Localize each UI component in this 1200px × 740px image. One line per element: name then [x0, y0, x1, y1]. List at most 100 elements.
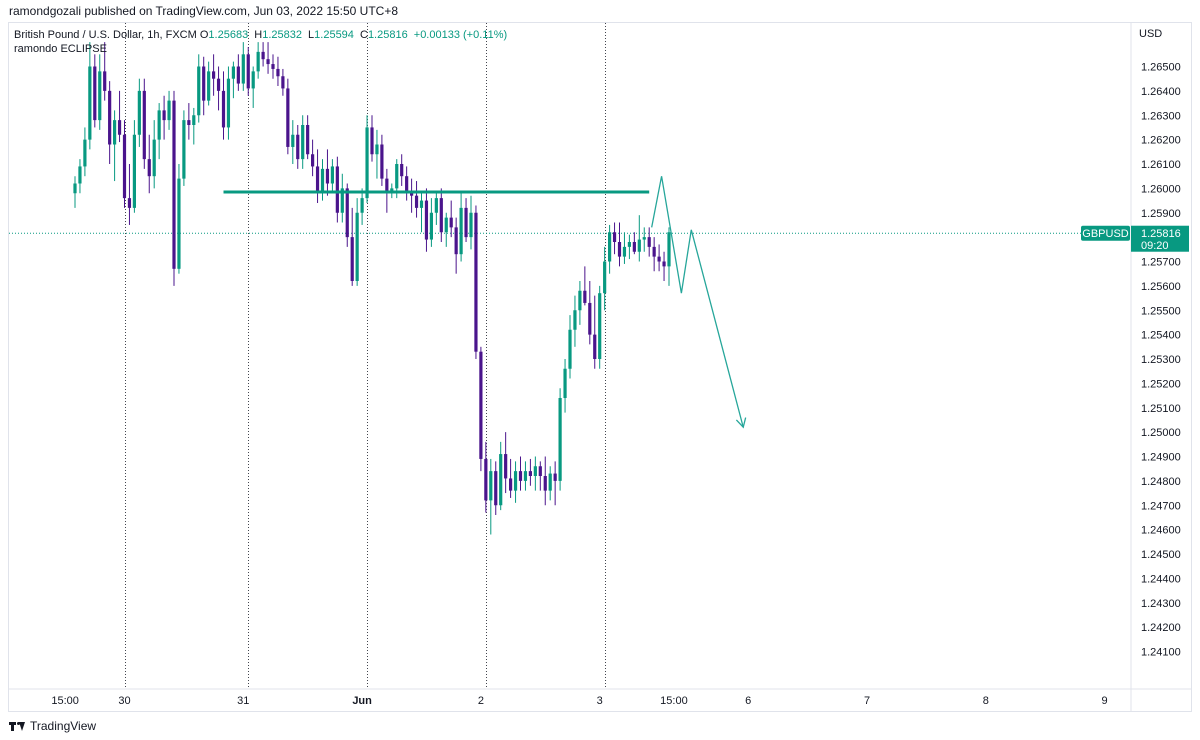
candle-body: [172, 100, 176, 269]
candle-body: [137, 90, 141, 135]
time-tick-label: 6: [745, 695, 751, 707]
candle-body: [395, 164, 399, 189]
time-tick-label: 30: [118, 695, 130, 707]
candle-body: [192, 115, 196, 125]
candle-body: [251, 71, 255, 89]
candle-body: [142, 90, 146, 160]
candle-body: [622, 246, 627, 257]
candle-body: [523, 471, 528, 481]
candle-body: [464, 207, 468, 238]
candle-body: [608, 232, 612, 262]
candle-body: [98, 71, 102, 121]
candle-body: [385, 178, 389, 194]
candle-body: [434, 198, 438, 213]
price-tick-label: 1.24600: [1141, 525, 1181, 537]
price-tick-label: 1.25500: [1141, 305, 1181, 317]
candle-body: [632, 242, 636, 252]
candle-body: [360, 198, 364, 213]
candle-body: [241, 54, 245, 84]
candle-body: [286, 88, 290, 147]
candle-body: [573, 310, 577, 330]
candle-body: [667, 232, 671, 267]
candle-body: [83, 139, 87, 167]
price-tick-label: 1.25400: [1141, 330, 1181, 342]
time-tick-label: 31: [237, 695, 249, 707]
candle-body: [365, 127, 369, 199]
projection-arrowhead: [735, 417, 747, 429]
candle-body: [543, 476, 547, 491]
candle-body: [405, 176, 409, 191]
candle-body: [202, 66, 206, 101]
candle-body: [152, 139, 156, 177]
current-price-tag: [1131, 225, 1189, 252]
candle-body: [246, 54, 250, 89]
candle-body: [291, 134, 295, 147]
candle-body: [603, 261, 607, 294]
time-tick-label: 15:00: [660, 695, 688, 707]
candle-body: [325, 168, 330, 184]
candle-body: [355, 212, 359, 281]
candle-body: [484, 458, 488, 501]
price-tick-label: 1.24800: [1141, 476, 1181, 488]
candle-body: [583, 290, 587, 303]
candle-body: [236, 66, 240, 84]
candle-body: [380, 144, 384, 179]
price-tick-label: 1.25900: [1141, 208, 1181, 220]
candle-body: [494, 471, 498, 506]
candle-body: [578, 290, 582, 311]
candle-body: [558, 398, 562, 481]
candle-body: [414, 195, 419, 208]
close-value: 1.25816: [367, 29, 408, 41]
candle-body: [424, 200, 429, 240]
chart-frame: [8, 22, 1192, 712]
candle-body: [474, 212, 478, 352]
candle-body: [212, 71, 216, 79]
price-axis-currency: USD: [1139, 28, 1162, 40]
candle-body: [459, 207, 463, 255]
candle-body: [617, 242, 622, 257]
candle-body: [187, 120, 191, 125]
symbol-legend: British Pound / U.S. Dollar, 1h, FXCM O1…: [14, 29, 510, 41]
candle-body: [504, 454, 508, 479]
price-tick-label: 1.26300: [1141, 110, 1181, 122]
candle-body: [400, 164, 404, 177]
candle-body: [439, 198, 443, 233]
change-value: +0.00133 (+0.11%): [413, 29, 508, 41]
time-tick-label: 2: [478, 695, 484, 707]
candle-body: [122, 134, 127, 199]
price-tick-label: 1.24200: [1141, 622, 1181, 634]
candle-body: [345, 188, 349, 238]
candle-body: [117, 120, 122, 135]
candle-body: [132, 134, 136, 208]
candle-body: [315, 166, 320, 194]
tradingview-footer: TradingView: [9, 719, 96, 733]
candle-body: [335, 166, 339, 213]
candle-body: [266, 59, 270, 65]
candle-body: [157, 110, 161, 140]
time-tick-label: 8: [983, 695, 989, 707]
time-tick-label: 9: [1102, 695, 1108, 707]
candle-body: [108, 90, 112, 145]
candle-body: [533, 466, 537, 476]
price-tick-label: 1.24300: [1141, 598, 1181, 610]
candle-body: [499, 454, 503, 506]
candle-body: [306, 125, 310, 155]
candle-body: [167, 100, 171, 121]
candle-body: [513, 471, 518, 491]
candle-body: [231, 66, 235, 79]
candle-body: [479, 351, 483, 459]
candle-body: [311, 154, 315, 167]
projection-path: [651, 176, 744, 428]
candle-body: [296, 134, 300, 160]
price-tick-label: 1.24100: [1141, 647, 1181, 659]
candle-body: [662, 261, 666, 267]
candle-body: [375, 144, 379, 155]
open-value: 1.25683: [208, 29, 249, 41]
candle-body: [637, 239, 641, 252]
plot-area: [9, 42, 1131, 535]
candle-body: [281, 76, 285, 89]
price-tick-label: 1.25000: [1141, 427, 1181, 439]
candle-body: [489, 471, 493, 501]
candle-body: [647, 237, 651, 247]
